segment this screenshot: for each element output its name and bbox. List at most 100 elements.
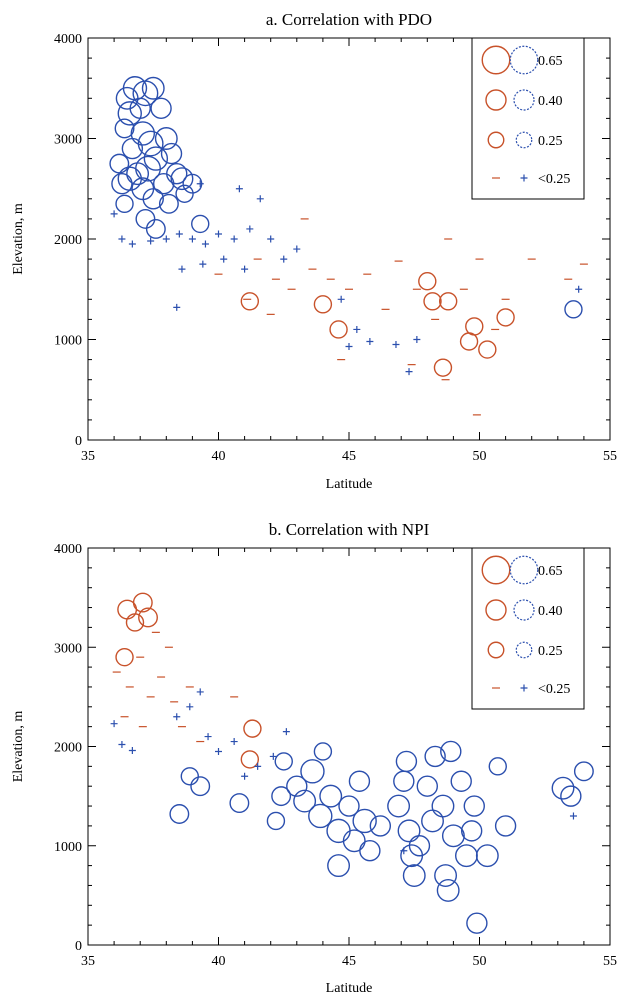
y-tick-label: 1000	[54, 334, 82, 349]
data-point-plus	[196, 688, 204, 696]
data-point-plus	[173, 713, 181, 721]
data-point-circle	[150, 97, 172, 120]
data-point-plus	[173, 303, 181, 311]
data-point-circle	[170, 167, 194, 191]
data-point-circle	[240, 750, 260, 769]
data-point-circle	[243, 719, 262, 738]
legend-label: 0.25	[538, 644, 563, 659]
y-tick-label: 4000	[54, 32, 82, 47]
legend-label: 0.40	[538, 94, 563, 109]
data-point-circle	[180, 767, 199, 786]
data-point-plus	[230, 235, 238, 243]
data-point-circle	[115, 194, 134, 214]
x-tick-label: 50	[473, 954, 487, 969]
data-point-circle	[121, 137, 144, 160]
data-point-plus	[186, 703, 194, 711]
data-point-circle	[313, 742, 333, 761]
data-point-circle	[293, 789, 317, 813]
legend-marker-negative	[513, 89, 535, 111]
data-point-circle	[551, 776, 575, 800]
y-tick-label: 2000	[54, 233, 82, 248]
legend-label: <0.25	[538, 682, 570, 697]
data-point-circle	[240, 292, 260, 311]
data-point-circle	[329, 320, 348, 339]
x-tick-label: 35	[81, 954, 95, 969]
data-point-plus	[110, 210, 118, 218]
x-tick-label: 45	[342, 954, 356, 969]
data-point-plus	[215, 747, 222, 755]
y-axis-label: Elevation, m	[11, 203, 26, 275]
data-point-circle	[266, 811, 286, 831]
data-point-circle	[416, 775, 438, 797]
data-point-circle	[475, 844, 499, 868]
data-point-circle	[158, 193, 179, 214]
legend-marker-positive	[485, 599, 507, 621]
x-axis-label: Latitude	[326, 477, 373, 492]
data-point-plus	[147, 237, 155, 245]
data-point-circle	[286, 775, 308, 797]
data-point-plus	[413, 336, 421, 343]
data-point-circle	[436, 878, 460, 902]
data-point-plus	[345, 343, 353, 351]
data-point-circle	[369, 815, 392, 837]
data-point-circle	[125, 613, 145, 632]
data-point-circle	[496, 308, 515, 327]
data-point-circle	[300, 759, 325, 784]
data-point-plus	[220, 255, 228, 263]
data-point-circle	[271, 786, 292, 807]
legend-marker-positive	[487, 641, 505, 659]
data-point-plus	[575, 285, 583, 293]
data-point-plus	[366, 338, 374, 346]
data-point-circle	[466, 912, 488, 934]
data-point-plus	[178, 265, 186, 273]
data-point-circle	[145, 218, 166, 239]
data-point-circle	[441, 824, 465, 848]
data-point-circle	[115, 647, 134, 667]
data-point-circle	[229, 793, 250, 814]
data-point-plus	[256, 195, 264, 203]
data-point-plus	[267, 235, 275, 243]
data-point-circle	[359, 840, 381, 862]
data-point-circle	[338, 795, 360, 817]
data-point-circle	[313, 295, 333, 314]
data-point-plus	[293, 245, 301, 253]
legend-label: 0.25	[538, 134, 563, 149]
x-tick-label: 40	[212, 449, 226, 464]
data-point-circle	[397, 819, 421, 843]
data-point-plus	[269, 752, 277, 760]
data-point-circle	[393, 770, 415, 792]
data-point-plus	[188, 235, 196, 243]
y-tick-label: 4000	[54, 542, 82, 557]
legend-marker-negative	[509, 45, 539, 75]
data-point-circle	[191, 214, 210, 234]
data-point-circle	[154, 127, 178, 150]
data-point-circle	[130, 121, 156, 146]
data-point-plus	[230, 738, 238, 746]
data-point-plus	[199, 260, 207, 268]
data-point-circle	[494, 815, 517, 837]
data-point-circle	[111, 173, 133, 195]
data-point-circle	[129, 97, 151, 120]
data-point-plus	[118, 235, 126, 243]
data-point-plus	[175, 230, 183, 238]
data-point-circle	[132, 592, 153, 613]
data-point-plus	[110, 720, 118, 728]
data-point-circle	[573, 761, 594, 782]
data-point-plus	[118, 741, 126, 749]
data-point-circle	[160, 142, 183, 165]
data-point-circle	[137, 130, 164, 157]
data-point-circle	[348, 770, 371, 792]
data-point-circle	[352, 808, 377, 834]
data-point-plus	[254, 762, 262, 770]
legend-label: 0.40	[538, 604, 563, 619]
legend-box	[471, 37, 585, 200]
data-point-circle	[434, 864, 458, 887]
data-point-circle	[387, 794, 411, 818]
x-tick-label: 45	[342, 449, 356, 464]
data-point-circle	[460, 820, 483, 842]
data-point-circle	[560, 785, 582, 807]
legend-marker-positive	[487, 131, 505, 149]
legend-box	[471, 547, 585, 710]
data-point-plus	[337, 295, 345, 303]
y-axis-label: Elevation, m	[11, 711, 26, 783]
